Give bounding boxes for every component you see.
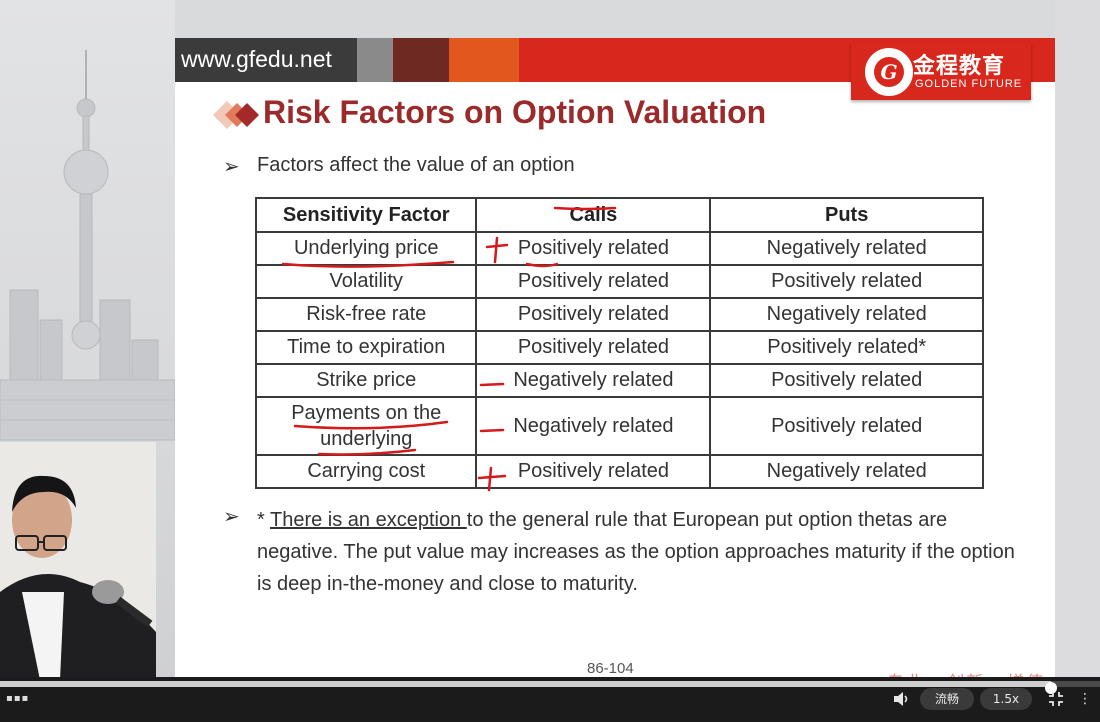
arrow-bullet-icon: ➢ [223, 156, 240, 178]
video-player-controls: ▪▪▪ 流畅 1.5x ⋮ [0, 677, 1100, 722]
logo-chinese-name: 金程教育 [913, 54, 1006, 79]
header-segment [357, 38, 393, 82]
factor-cell: Carrying cost [254, 454, 478, 489]
calls-cell: Negatively related [475, 396, 712, 456]
table-row: Risk-free rate Positively related Negati… [254, 297, 984, 332]
shanghai-skyline-illustration [0, 50, 175, 441]
table-row: Payments on the underlying Negatively re… [254, 396, 984, 456]
factor-cell: Underlying price [254, 231, 478, 266]
puts-cell: Positively related* [709, 330, 984, 365]
table-row: Strike price Negatively related Positive… [254, 363, 984, 398]
intro-text: Factors affect the value of an option [257, 154, 575, 176]
calls-cell: Positively related [475, 231, 712, 266]
more-options-icon[interactable]: ⋮ [1078, 691, 1092, 707]
table-header-row: Sensitivity Factor Calls Puts [254, 197, 984, 233]
table-row: Underlying price Positively related Nega… [254, 231, 984, 266]
arrow-bullet-icon: ➢ [223, 506, 240, 528]
logo-emblem-icon: G [865, 48, 913, 96]
slide-title: Risk Factors on Option Valuation [263, 94, 767, 130]
slide: www.gfedu.net G 金程教育 GOLDEN FUTURE Risk … [175, 38, 1055, 693]
column-header: Sensitivity Factor [254, 197, 478, 233]
risk-factors-table: Sensitivity Factor Calls Puts Underlying… [254, 197, 984, 489]
logo-english-name: GOLDEN FUTURE [915, 78, 1023, 90]
puts-cell: Positively related [709, 396, 984, 456]
title-diamond-icon [213, 101, 259, 129]
calls-cell: Positively related [475, 330, 712, 365]
puts-cell: Negatively related [709, 297, 984, 332]
presenter-webcam [0, 442, 156, 680]
table-row: Volatility Positively related Positively… [254, 264, 984, 299]
puts-cell: Positively related [709, 264, 984, 299]
puts-cell: Positively related [709, 363, 984, 398]
column-header: Puts [709, 197, 984, 233]
calls-cell: Negatively related [475, 363, 712, 398]
header-segment [449, 38, 519, 82]
puts-cell: Negatively related [709, 231, 984, 266]
calls-cell: Positively related [475, 454, 712, 489]
factor-cell: Risk-free rate [254, 297, 478, 332]
golden-future-logo: G 金程教育 GOLDEN FUTURE [851, 42, 1031, 100]
note-text: * There is an exception to the general r… [257, 504, 1017, 600]
progress-fill [0, 681, 1051, 687]
note-body-text: to the general rule that European put op… [257, 509, 1015, 595]
factor-cell: Payments on the underlying [254, 396, 478, 456]
camera-toggle-icon[interactable]: ▪▪▪ [6, 693, 30, 704]
progress-bar[interactable] [0, 681, 1100, 694]
header-segment [393, 38, 449, 82]
background-right [1055, 0, 1100, 680]
column-header: Calls [475, 197, 712, 233]
presenter-video-icon [0, 442, 156, 680]
table-row: Carrying cost Positively related Negativ… [254, 454, 984, 489]
factor-cell: Volatility [254, 264, 478, 299]
factor-cell: Strike price [254, 363, 478, 398]
logo-mark: G [874, 57, 904, 87]
progress-knob[interactable] [1044, 682, 1057, 694]
website-url: www.gfedu.net [181, 46, 332, 72]
calls-cell: Positively related [475, 264, 712, 299]
header-segment [175, 38, 357, 82]
factor-cell: Time to expiration [254, 330, 478, 365]
note-underlined-text: There is an exception [269, 509, 467, 531]
calls-cell: Positively related [475, 297, 712, 332]
table-row: Time to expiration Positively related Po… [254, 330, 984, 365]
quality-button[interactable]: 流畅 [920, 688, 974, 710]
fullscreen-exit-icon[interactable] [1048, 691, 1064, 707]
playback-speed-button[interactable]: 1.5x [980, 688, 1032, 710]
page-number: 86-104 [587, 660, 634, 677]
volume-icon[interactable] [892, 690, 910, 708]
puts-cell: Negatively related [709, 454, 984, 489]
note-prefix: * [257, 509, 270, 531]
